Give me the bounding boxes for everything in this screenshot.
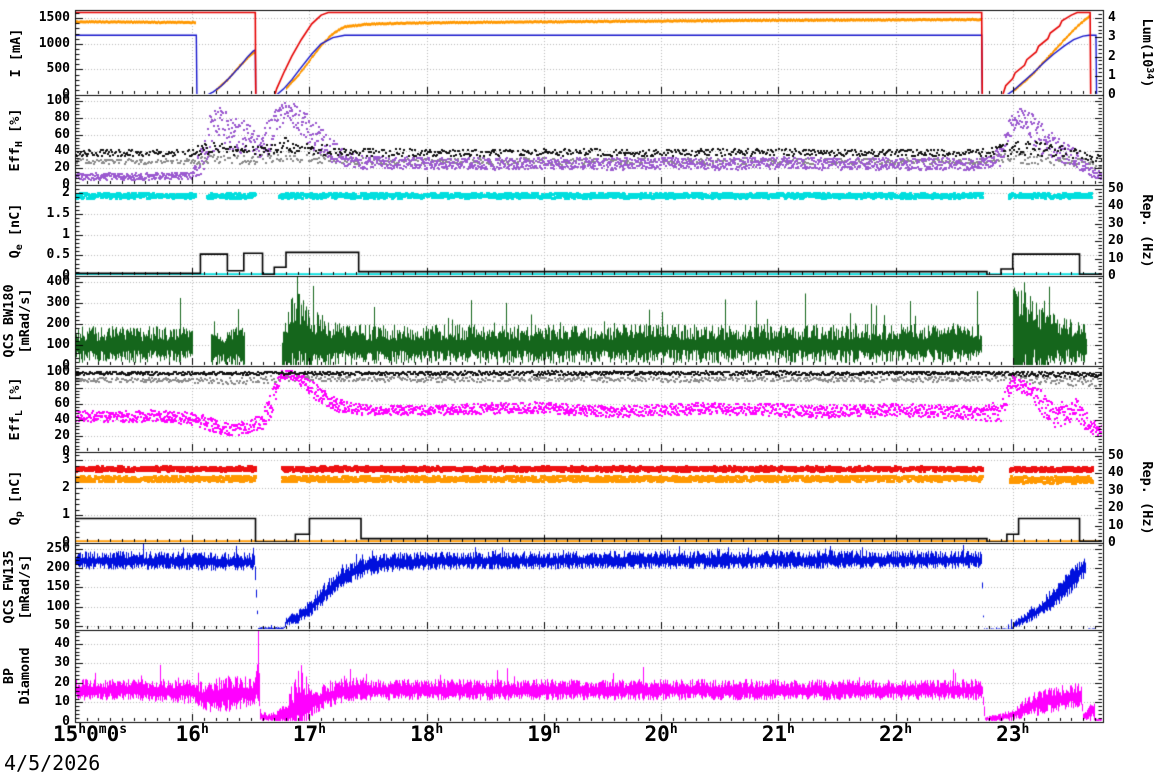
y-tick-label: 1000 <box>38 35 70 51</box>
x-tick-label: 17h <box>292 722 326 746</box>
y-tick-label-right: 2 <box>1108 48 1116 64</box>
y-tick-label: 0 <box>62 444 70 459</box>
y-tick-label: 250 <box>46 540 70 556</box>
y-tick-label: 80 <box>54 109 70 125</box>
y-tick-label: 10 <box>54 694 70 710</box>
x-tick-label: 16h <box>175 722 209 746</box>
y-tick-label: 1.5 <box>46 205 70 221</box>
y-tick-label: 60 <box>54 395 70 411</box>
y-tick-label: 150 <box>46 579 70 595</box>
y-axis-title-qcs-fw135: QCS FW135 <box>1 549 17 624</box>
y-tick-label: 500 <box>46 61 70 77</box>
y-tick-label-right: 40 <box>1108 198 1124 213</box>
y-tick-label: 3 <box>62 452 70 468</box>
y-tick-label: 0 <box>62 87 70 102</box>
right-axis-title-beam-current-luminosity: Lum(1034) <box>1139 18 1155 87</box>
x-tick-label: 20h <box>644 722 678 746</box>
y-tick-label: 200 <box>46 560 70 576</box>
y-axis-title-qcs-fw135: [mRad/s] <box>17 553 33 620</box>
y-tick-label-right: 10 <box>1108 517 1124 533</box>
y-tick-label: 2 <box>62 479 70 495</box>
y-tick-label: 2 <box>62 185 70 201</box>
y-tick-label-right: 0 <box>1108 268 1116 283</box>
y-tick-label: 0 <box>62 358 70 373</box>
x-tick-label: 21h <box>761 722 795 746</box>
x-tick-label: 18h <box>410 722 444 746</box>
date-label: 4/5/2026 <box>4 751 101 775</box>
y-axis-title-electron-bunch-charge: Qe [nC] <box>7 203 25 258</box>
x-tick-label: 15h0m0s <box>53 722 128 746</box>
y-tick-label: 100 <box>46 598 70 614</box>
y-tick-label: 40 <box>54 635 70 651</box>
y-tick-label: 0 <box>62 177 70 192</box>
y-tick-label: 100 <box>46 337 70 353</box>
x-tick-label: 19h <box>527 722 561 746</box>
y-tick-label: 60 <box>54 126 70 142</box>
right-axis-title-positron-bunch-charge: Rep. (Hz) <box>1139 460 1155 535</box>
y-tick-label: 0.5 <box>46 247 70 263</box>
y-tick-label-right: 1 <box>1108 67 1116 83</box>
y-tick-label-right: 50 <box>1108 180 1124 196</box>
y-tick-label: 100 <box>46 363 70 379</box>
y-tick-label: 50 <box>54 618 70 634</box>
y-tick-label-right: 30 <box>1108 482 1124 498</box>
y-tick-label: 20 <box>54 160 70 176</box>
y-tick-label-right: 4 <box>1108 10 1116 26</box>
y-tick-label: 20 <box>54 674 70 690</box>
y-axis-title-injection-efficiency-her: EffH [%] <box>7 108 25 172</box>
x-tick-label: 23h <box>996 722 1030 746</box>
y-tick-label-right: 30 <box>1108 215 1124 231</box>
x-tick-label: 22h <box>878 722 913 746</box>
y-tick-label-right: 0 <box>1108 535 1116 550</box>
y-tick-label: 40 <box>54 411 70 427</box>
y-tick-label: 1500 <box>38 10 70 26</box>
y-tick-label: 100 <box>46 92 70 108</box>
y-tick-label: 40 <box>54 143 70 159</box>
y-tick-label-right: 20 <box>1108 233 1124 248</box>
y-tick-label: 0 <box>62 268 70 283</box>
y-tick-label-right: 10 <box>1108 250 1124 266</box>
y-tick-label-right: 20 <box>1108 500 1124 515</box>
y-tick-label-right: 40 <box>1108 465 1124 480</box>
y-tick-label: 200 <box>46 316 70 332</box>
y-axis-title-injection-efficiency-ler: EffL [%] <box>7 377 25 441</box>
y-tick-label: 1 <box>62 507 70 523</box>
y-axis-title-qcs-bw180: [mRad/s] <box>17 288 33 354</box>
y-tick-label-right: 0 <box>1108 87 1116 102</box>
y-tick-label: 0 <box>62 714 70 729</box>
y-tick-label: 30 <box>54 655 70 671</box>
y-tick-label: 80 <box>54 379 70 395</box>
y-axis-title-bp-diamond: BP <box>1 667 17 685</box>
y-tick-label: 20 <box>54 427 70 443</box>
y-tick-label: 400 <box>46 274 70 290</box>
y-axis-title-bp-diamond: Diamond <box>17 647 33 705</box>
y-axis-title-qcs-bw180: QCS BW180 <box>1 284 17 358</box>
y-tick-label: 300 <box>46 295 70 311</box>
y-axis-title-positron-bunch-charge: Qp [nC] <box>7 470 25 525</box>
y-tick-label-right: 3 <box>1108 29 1116 45</box>
y-axis-title-beam-current-luminosity: I [mA] <box>8 28 24 77</box>
y-tick-label-right: 50 <box>1108 447 1124 463</box>
y-tick-label: 0 <box>62 535 70 550</box>
right-axis-title-electron-bunch-charge: Rep. (Hz) <box>1139 193 1155 268</box>
y-tick-label: 1 <box>62 226 70 242</box>
